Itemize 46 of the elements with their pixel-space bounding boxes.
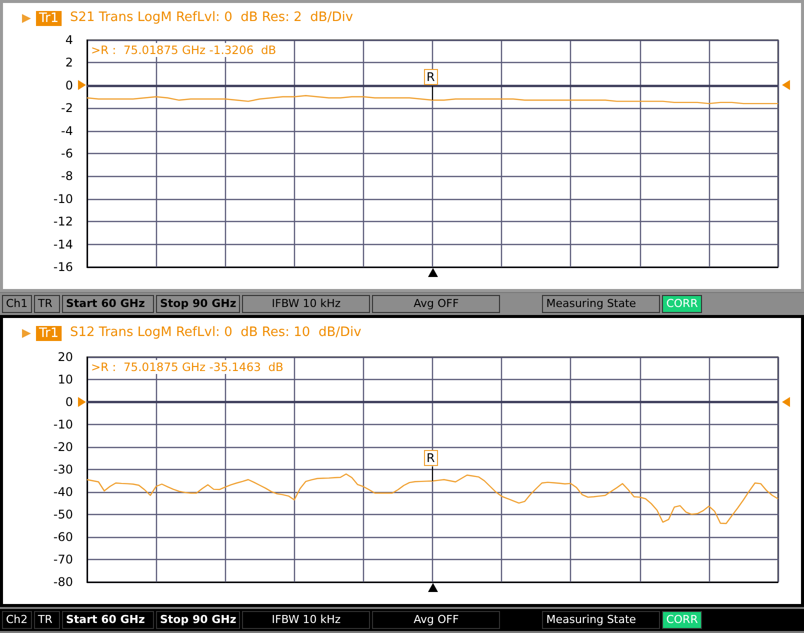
text: Stop 90 GHz: [156, 295, 240, 313]
text: Start 60 GHz: [62, 611, 154, 629]
y-tick-label: -20: [53, 440, 73, 454]
y-tick-label: -40: [53, 485, 73, 499]
chart-title: S21 Trans LogM RefLvl: 0 dB Res: 2 dB/Div: [70, 10, 354, 25]
y-tick-label: -12: [53, 214, 73, 229]
y-tick-label: -6: [61, 146, 73, 160]
text: Start 60 GHz: [62, 295, 154, 313]
y-tick-label: 0: [65, 78, 73, 92]
y-tick-label: -10: [53, 418, 73, 432]
y-tick-label: -4: [61, 124, 73, 138]
legend-label: Tr1: [38, 326, 59, 341]
y-tick-label: -8: [61, 169, 73, 184]
y-tick-label: -50: [53, 508, 73, 522]
text: TR: [34, 295, 60, 313]
y-tick-label: -30: [53, 462, 73, 476]
text: Ch2: [2, 611, 32, 629]
text: Measuring State: [542, 295, 660, 313]
y-tick-label: -60: [53, 530, 73, 544]
text: Ch1: [2, 295, 32, 313]
y-tick-label: 10: [58, 372, 73, 386]
text: Measuring State: [542, 611, 660, 629]
annotation: R: [424, 69, 438, 86]
y-tick-label: -2: [61, 101, 73, 116]
y-tick-label: -70: [53, 552, 73, 566]
legend-label: Tr1: [38, 11, 59, 26]
annotation: >R : 75.01875 GHz -1.3206 dB: [89, 43, 278, 57]
y-tick-label: -16: [53, 260, 73, 274]
text: Avg OFF: [372, 295, 500, 313]
text: CORR: [662, 295, 702, 313]
y-tick-label: -10: [53, 192, 73, 206]
y-tick-label: 20: [58, 350, 73, 364]
chart-title: S12 Trans LogM RefLvl: 0 dB Res: 10 dB/Div: [70, 325, 362, 340]
y-tick-label: 0: [65, 395, 73, 409]
text: TR: [34, 611, 60, 629]
annotation: >R : 75.01875 GHz -35.1463 dB: [89, 360, 286, 374]
text: CORR: [662, 611, 702, 629]
text: IFBW 10 kHz: [242, 611, 370, 629]
text: IFBW 10 kHz: [242, 295, 370, 313]
text: Avg OFF: [372, 611, 500, 629]
annotation: R: [424, 450, 438, 466]
y-tick-label: 4: [65, 33, 73, 47]
y-tick-label: 2: [65, 56, 73, 70]
y-tick-label: -80: [53, 575, 73, 589]
text: Stop 90 GHz: [156, 611, 240, 629]
y-tick-label: -14: [53, 237, 73, 252]
